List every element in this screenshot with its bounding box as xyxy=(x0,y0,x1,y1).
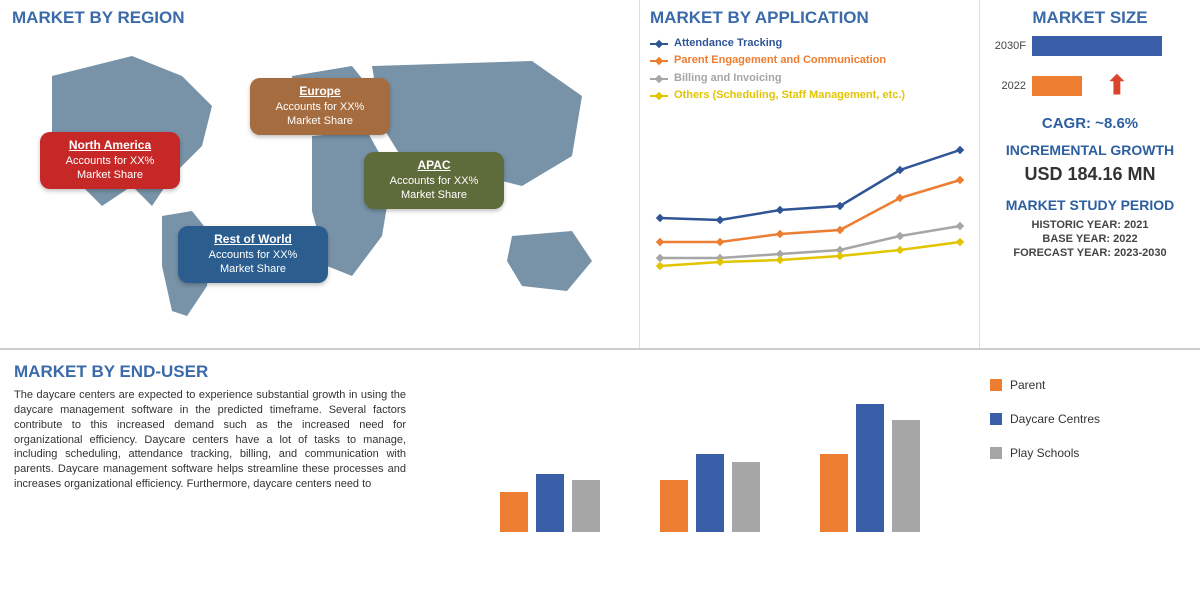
market-size-bar-label: 2022 xyxy=(990,80,1026,92)
line-marker-icon xyxy=(656,237,664,245)
application-legend: Attendance Tracking Parent Engagement and… xyxy=(650,36,969,104)
market-size-bar xyxy=(1032,36,1162,56)
study-period-title: MARKET STUDY PERIOD xyxy=(990,197,1190,213)
application-legend-item: Parent Engagement and Communication xyxy=(650,53,969,68)
end-user-legend-item: Daycare Centres xyxy=(990,412,1190,426)
region-tag-apac: APACAccounts for XX%Market Share xyxy=(364,152,504,209)
legend-swatch-icon xyxy=(990,379,1002,391)
application-legend-item: Billing and Invoicing xyxy=(650,71,969,86)
market-size-bar-row: 2022 ⬆ xyxy=(990,70,1190,101)
top-row: MARKET BY REGION xyxy=(0,0,1200,350)
line-marker-icon xyxy=(896,245,904,253)
end-user-bar-chart xyxy=(430,362,970,542)
legend-swatch-icon xyxy=(990,413,1002,425)
end-user-bar-group xyxy=(660,454,760,532)
application-line-chart xyxy=(650,110,969,280)
legend-swatch-icon xyxy=(650,78,668,80)
world-map: North AmericaAccounts for XX%Market Shar… xyxy=(12,36,627,326)
legend-swatch-icon xyxy=(650,60,668,62)
size-title: MARKET SIZE xyxy=(990,8,1190,28)
application-legend-label: Others (Scheduling, Staff Management, et… xyxy=(674,88,905,103)
end-user-title: MARKET BY END-USER xyxy=(14,362,406,382)
line-marker-icon xyxy=(776,229,784,237)
panel-end-user-text: MARKET BY END-USER The daycare centers a… xyxy=(0,358,420,600)
panel-market-by-region: MARKET BY REGION xyxy=(0,0,640,348)
panel-market-by-application: MARKET BY APPLICATION Attendance Trackin… xyxy=(640,0,980,348)
end-user-legend-label: Play Schools xyxy=(1010,446,1079,460)
line-marker-icon xyxy=(956,145,964,153)
end-user-bar xyxy=(536,474,564,532)
line-marker-icon xyxy=(956,175,964,183)
end-user-bar xyxy=(732,462,760,532)
end-user-bar xyxy=(500,492,528,532)
application-legend-label: Attendance Tracking xyxy=(674,36,782,51)
line-marker-icon xyxy=(896,231,904,239)
line-marker-icon xyxy=(656,253,664,261)
incremental-growth-value: USD 184.16 MN xyxy=(990,164,1190,185)
end-user-bar xyxy=(660,480,688,532)
size-bars: 2030F 2022 ⬆ xyxy=(990,36,1190,101)
study-period-line: FORECAST YEAR: 2023-2030 xyxy=(990,247,1190,259)
growth-arrow-icon: ⬆ xyxy=(1106,70,1128,101)
market-size-bar xyxy=(1032,76,1082,96)
line-marker-icon xyxy=(776,205,784,213)
region-tag-europe: EuropeAccounts for XX%Market Share xyxy=(250,78,390,135)
line-marker-icon xyxy=(716,215,724,223)
line-marker-icon xyxy=(716,237,724,245)
end-user-legend-label: Daycare Centres xyxy=(1010,412,1100,426)
study-period-line: BASE YEAR: 2022 xyxy=(990,233,1190,245)
end-user-legend-item: Play Schools xyxy=(990,446,1190,460)
panel-end-user-legend: Parent Daycare Centres Play Schools xyxy=(980,358,1200,600)
line-marker-icon xyxy=(836,251,844,259)
application-legend-item: Others (Scheduling, Staff Management, et… xyxy=(650,88,969,103)
legend-swatch-icon xyxy=(650,95,668,97)
application-legend-label: Parent Engagement and Communication xyxy=(674,53,886,68)
end-user-bar xyxy=(856,404,884,532)
line-series xyxy=(660,242,960,266)
line-marker-icon xyxy=(656,261,664,269)
line-series xyxy=(660,150,960,220)
market-size-bar-label: 2030F xyxy=(990,40,1026,52)
end-user-bar xyxy=(892,420,920,532)
line-marker-icon xyxy=(776,255,784,263)
line-marker-icon xyxy=(956,221,964,229)
bottom-row: MARKET BY END-USER The daycare centers a… xyxy=(0,350,1200,600)
end-user-bar-group xyxy=(820,404,920,532)
application-title: MARKET BY APPLICATION xyxy=(650,8,969,28)
end-user-bar xyxy=(572,480,600,532)
line-marker-icon xyxy=(956,237,964,245)
end-user-bar xyxy=(820,454,848,532)
end-user-bar xyxy=(696,454,724,532)
cagr-label: CAGR: ~8.6% xyxy=(990,115,1190,132)
market-size-bar-row: 2030F xyxy=(990,36,1190,56)
panel-market-size: MARKET SIZE 2030F 2022 ⬆ CAGR: ~8.6% INCRE… xyxy=(980,0,1200,348)
end-user-legend-item: Parent xyxy=(990,378,1190,392)
incremental-growth-title: INCREMENTAL GROWTH xyxy=(990,142,1190,158)
application-legend-label: Billing and Invoicing xyxy=(674,71,782,86)
region-tag-rest-of-world: Rest of WorldAccounts for XX%Market Shar… xyxy=(178,226,328,283)
end-user-bar-group xyxy=(500,474,600,532)
region-tag-north-america: North AmericaAccounts for XX%Market Shar… xyxy=(40,132,180,189)
study-period-line: HISTORIC YEAR: 2021 xyxy=(990,219,1190,231)
legend-swatch-icon xyxy=(990,447,1002,459)
line-marker-icon xyxy=(656,213,664,221)
region-title: MARKET BY REGION xyxy=(12,8,627,28)
application-legend-item: Attendance Tracking xyxy=(650,36,969,51)
end-user-description: The daycare centers are expected to expe… xyxy=(14,388,406,492)
panel-end-user-chart xyxy=(420,358,980,600)
end-user-legend-label: Parent xyxy=(1010,378,1045,392)
legend-swatch-icon xyxy=(650,43,668,45)
